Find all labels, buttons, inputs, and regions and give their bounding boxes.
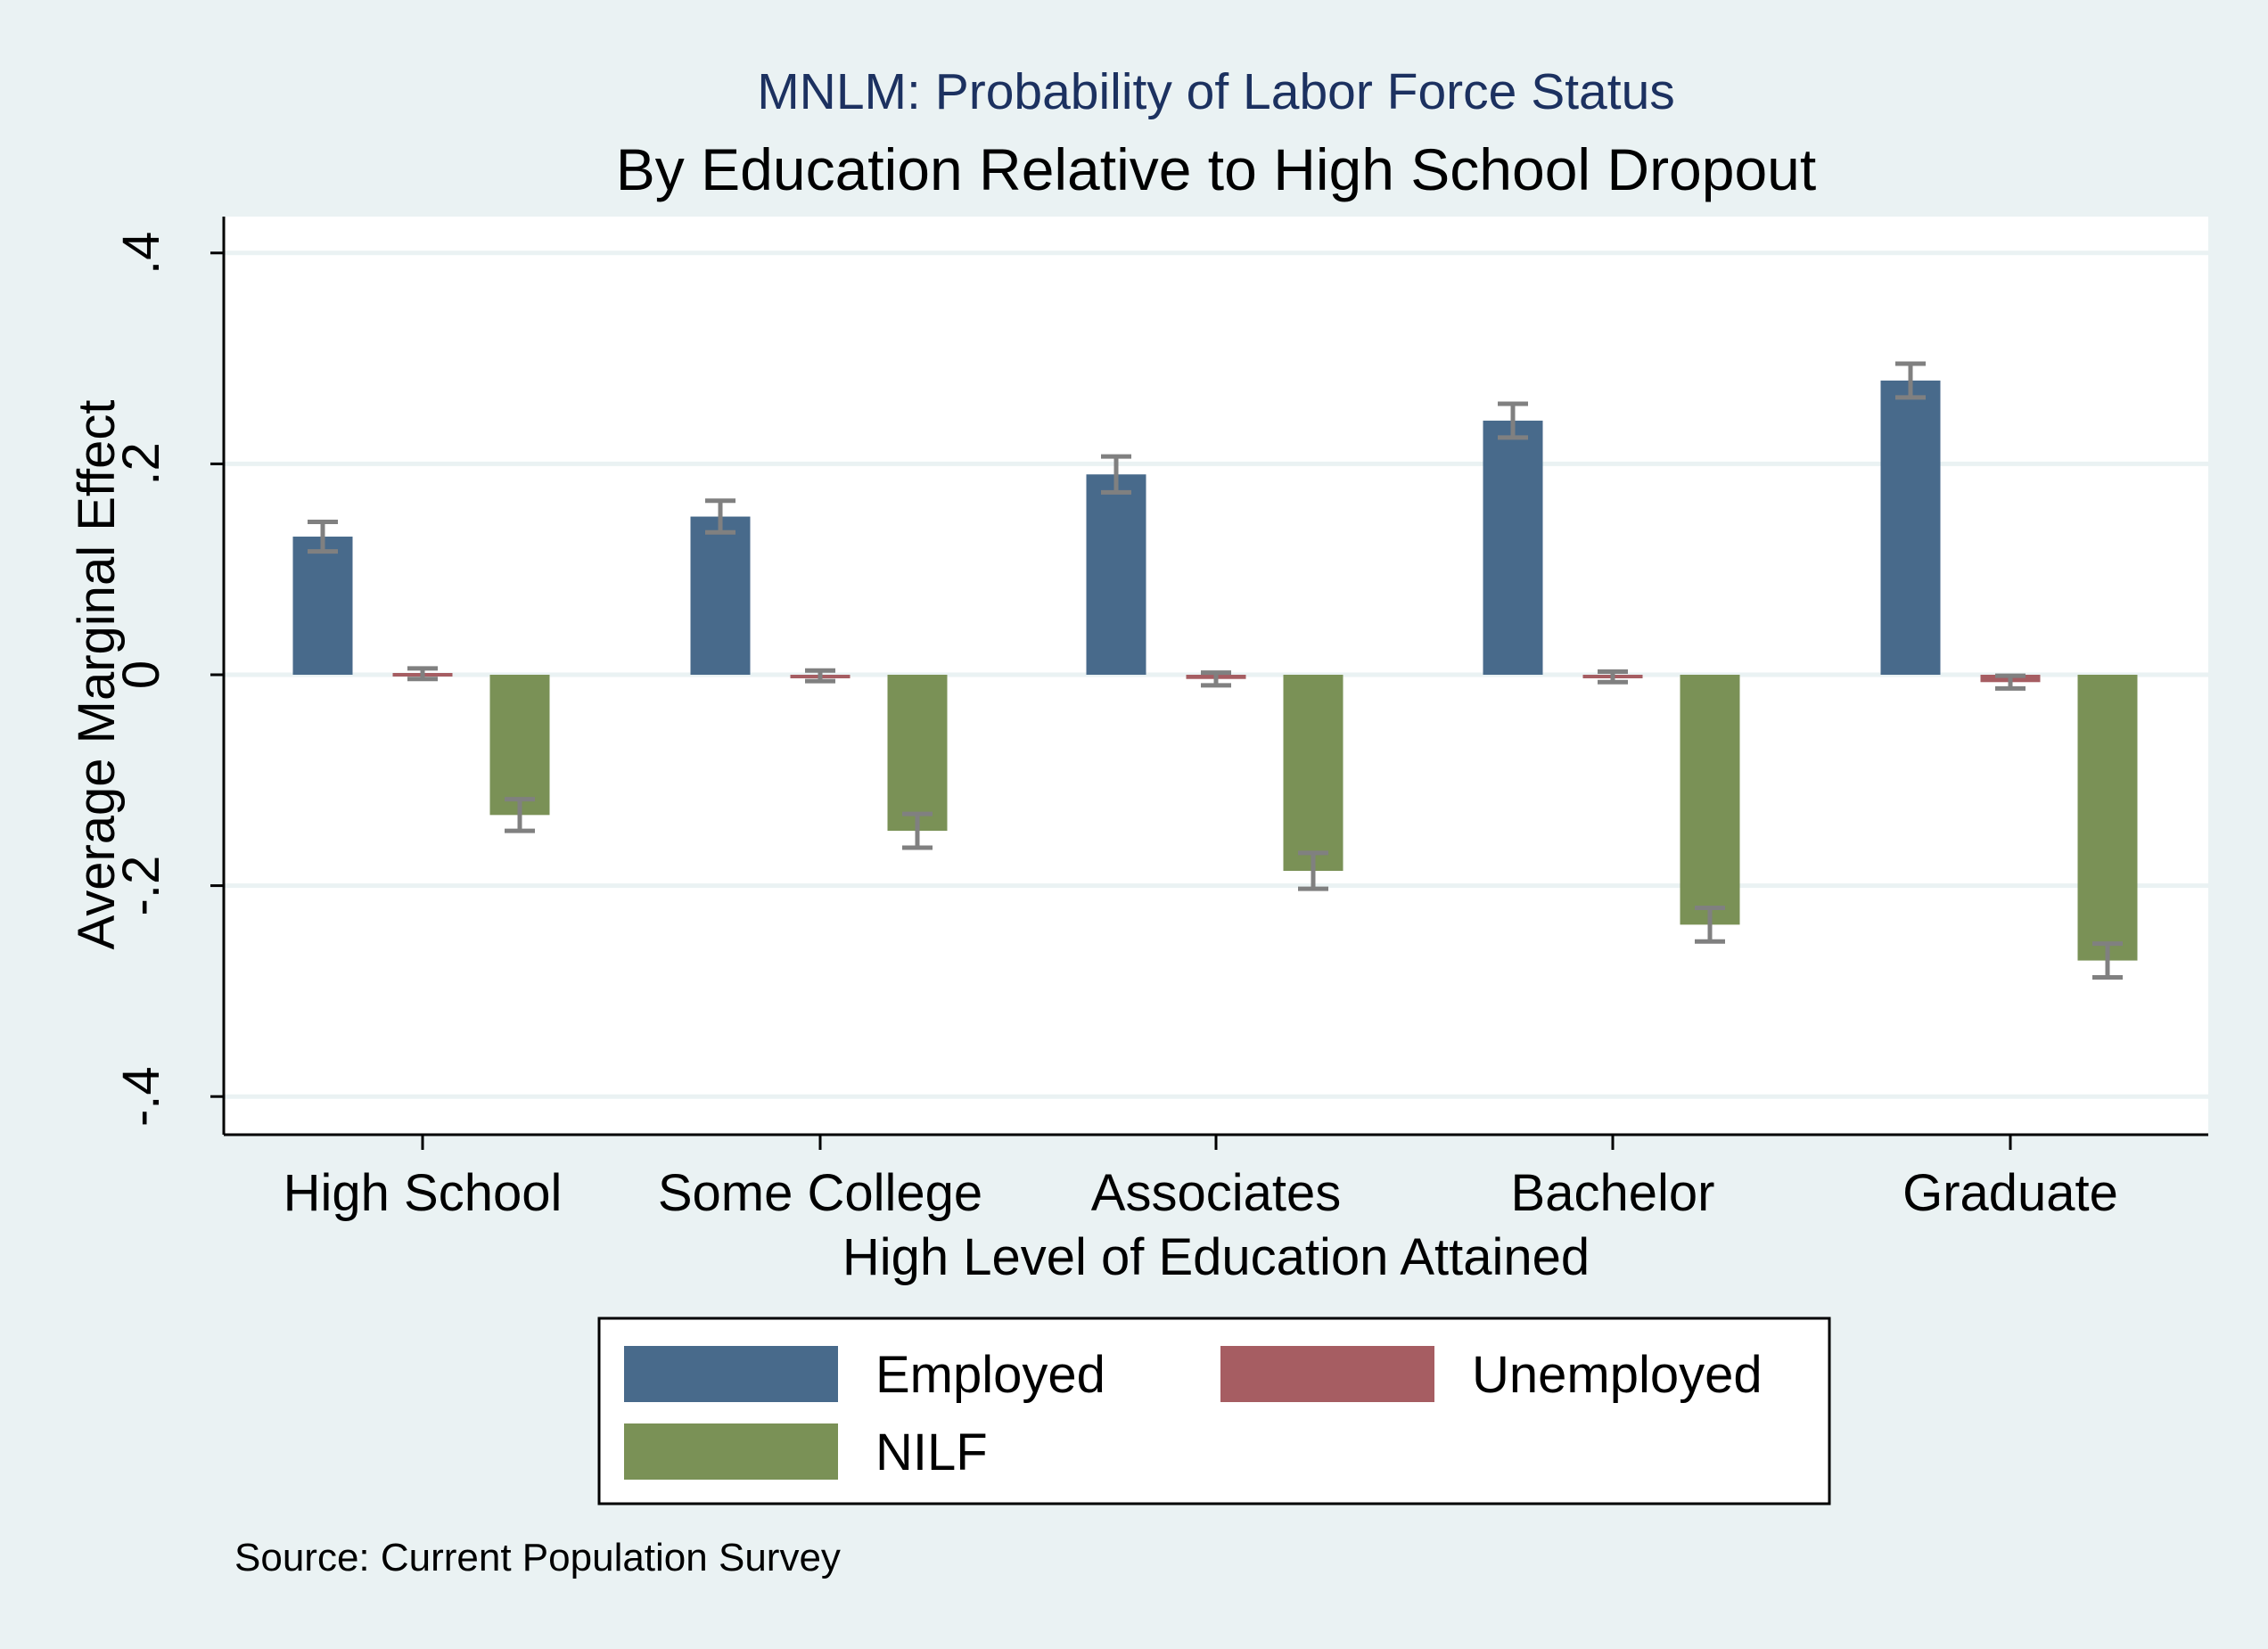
x-axis-label: High Level of Education Attained [842, 1228, 1590, 1286]
y-tick-label: 0 [112, 660, 170, 689]
y-tick-label: -.2 [112, 856, 170, 916]
chart-subtitle: By Education Relative to High School Dro… [616, 136, 1816, 202]
source-note: Source: Current Population Survey [234, 1536, 841, 1579]
x-tick-label: Bachelor [1511, 1164, 1715, 1222]
y-tick-label: .4 [112, 232, 170, 275]
legend-swatch-nilf [624, 1423, 838, 1480]
chart-title: MNLM: Probability of Labor Force Status [757, 63, 1675, 120]
legend: Employed Unemployed NILF [597, 1317, 1831, 1505]
bar-nilf [489, 675, 550, 816]
bar-nilf [2077, 675, 2138, 961]
x-tick-label: Graduate [1902, 1164, 2118, 1222]
bar-employed [690, 516, 751, 675]
bar-employed [1880, 380, 1941, 675]
legend-label: NILF [875, 1423, 988, 1481]
y-tick-label: .2 [112, 442, 170, 485]
y-axis-label: Average Marginal Effect [68, 400, 126, 950]
legend-swatch-unemployed [1220, 1346, 1434, 1402]
legend-label: Unemployed [1472, 1346, 1763, 1404]
bar-employed [1086, 474, 1146, 675]
bar-nilf [1680, 675, 1740, 925]
x-tick-label: Some College [658, 1164, 982, 1222]
bar-nilf [1283, 675, 1344, 872]
legend-label: Employed [875, 1346, 1105, 1404]
bar-employed [1483, 420, 1543, 675]
x-tick-label: Associates [1091, 1164, 1341, 1222]
y-tick-label: -.4 [112, 1066, 170, 1127]
bar-employed [292, 537, 353, 675]
bar-nilf [887, 675, 948, 832]
legend-swatch-employed [624, 1346, 838, 1402]
x-tick-label: High School [284, 1164, 563, 1222]
